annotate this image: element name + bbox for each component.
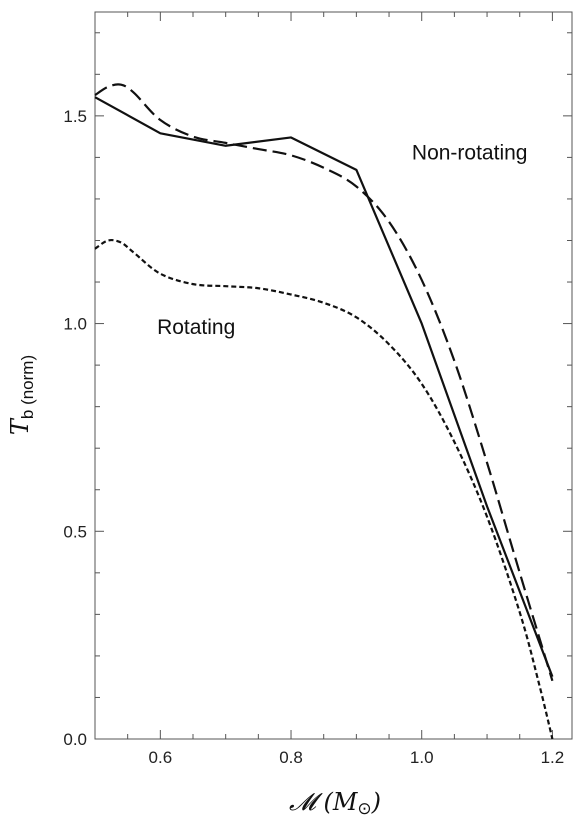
y-tick-label: 0.5 [63, 522, 87, 541]
dashed-line-series [94, 83, 554, 682]
series-layer [94, 83, 554, 740]
y-tick-label: 0.0 [63, 730, 87, 749]
x-tick-label: 0.8 [279, 748, 303, 767]
y-axis-title-main: T [6, 417, 34, 435]
ticks-layer [94, 12, 572, 740]
y-axis-title: Tb (norm) [6, 355, 37, 435]
dotted-line-series [94, 238, 554, 740]
plot-frame [94, 11, 573, 740]
non-rotating-annotation: Non-rotating [412, 141, 528, 164]
solid-line-series [94, 96, 554, 678]
y-tick-label: 1.0 [63, 315, 87, 334]
x-tick-label: 1.0 [410, 748, 434, 767]
y-axis-title-sub: b (norm) [18, 355, 37, 419]
x-axis-title-sub: ⊙ [357, 799, 371, 816]
labels-layer: 0.6 0.8 1.0 1.2 0.0 0.5 1.0 1.5 Non-rotating Rota… [63, 107, 564, 767]
x-axis-title-close: ) [371, 788, 381, 816]
x-tick-label: 0.6 [149, 748, 173, 767]
x-axis-title-main: 𝓜 (M [289, 788, 359, 816]
x-axis-title: 𝓜 (M⊙) [289, 788, 381, 816]
x-tick-label: 1.2 [541, 748, 565, 767]
rotating-annotation: Rotating [157, 316, 235, 339]
y-tick-label: 1.5 [63, 107, 87, 126]
